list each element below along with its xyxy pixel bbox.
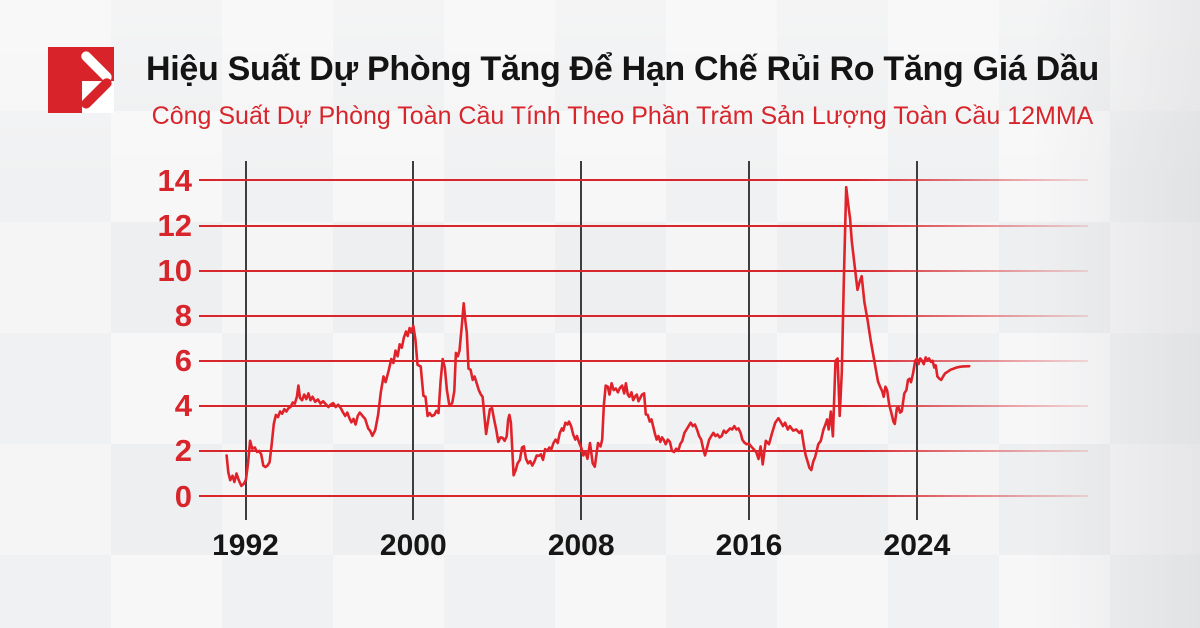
spare-capacity-line — [225, 185, 971, 488]
y-tick-label-4: 4 — [174, 388, 192, 424]
x-tick-label-1992: 1992 — [212, 529, 279, 562]
y-gridline-10 — [199, 269, 1088, 272]
x-gridline-2000 — [412, 161, 415, 520]
x-tick-label-2008: 2008 — [547, 529, 615, 562]
y-gridline-0 — [199, 495, 1088, 497]
brand-chevron-logo — [48, 47, 114, 113]
y-tick-label-0: 0 — [174, 478, 192, 514]
y-gridline-4 — [199, 404, 1088, 407]
y-gridline-8 — [199, 314, 1088, 317]
y-gridline-12 — [199, 224, 1088, 227]
x-gridline-2008 — [580, 161, 583, 520]
y-gridline-2 — [199, 449, 1088, 452]
y-tick-label-8: 8 — [174, 298, 192, 334]
x-tick-label-2024: 2024 — [883, 529, 951, 562]
y-tick-label-6: 6 — [174, 343, 192, 379]
y-tick-label-12: 12 — [157, 208, 192, 243]
x-gridline-2024 — [915, 161, 918, 520]
y-gridline-14 — [199, 179, 1088, 182]
logo-chevron-top-stroke — [81, 51, 112, 82]
y-tick-label-2: 2 — [174, 433, 192, 469]
y-tick-label-10: 10 — [157, 253, 192, 289]
x-gridline-2016 — [748, 161, 750, 520]
x-tick-label-2000: 2000 — [379, 529, 447, 562]
page-subtitle: Công Suất Dự Phòng Toàn Cầu Tính Theo Ph… — [151, 102, 1094, 130]
y-gridline-6 — [199, 359, 1088, 362]
x-tick-label-2016: 2016 — [715, 529, 783, 562]
y-tick-label-14: 14 — [157, 162, 192, 198]
logo-chevron-bottom-stroke — [81, 78, 112, 109]
page-title: Hiệu Suất Dự Phòng Tăng Để Hạn Chế Rủi R… — [146, 50, 1099, 88]
x-gridline-1992 — [244, 161, 247, 520]
